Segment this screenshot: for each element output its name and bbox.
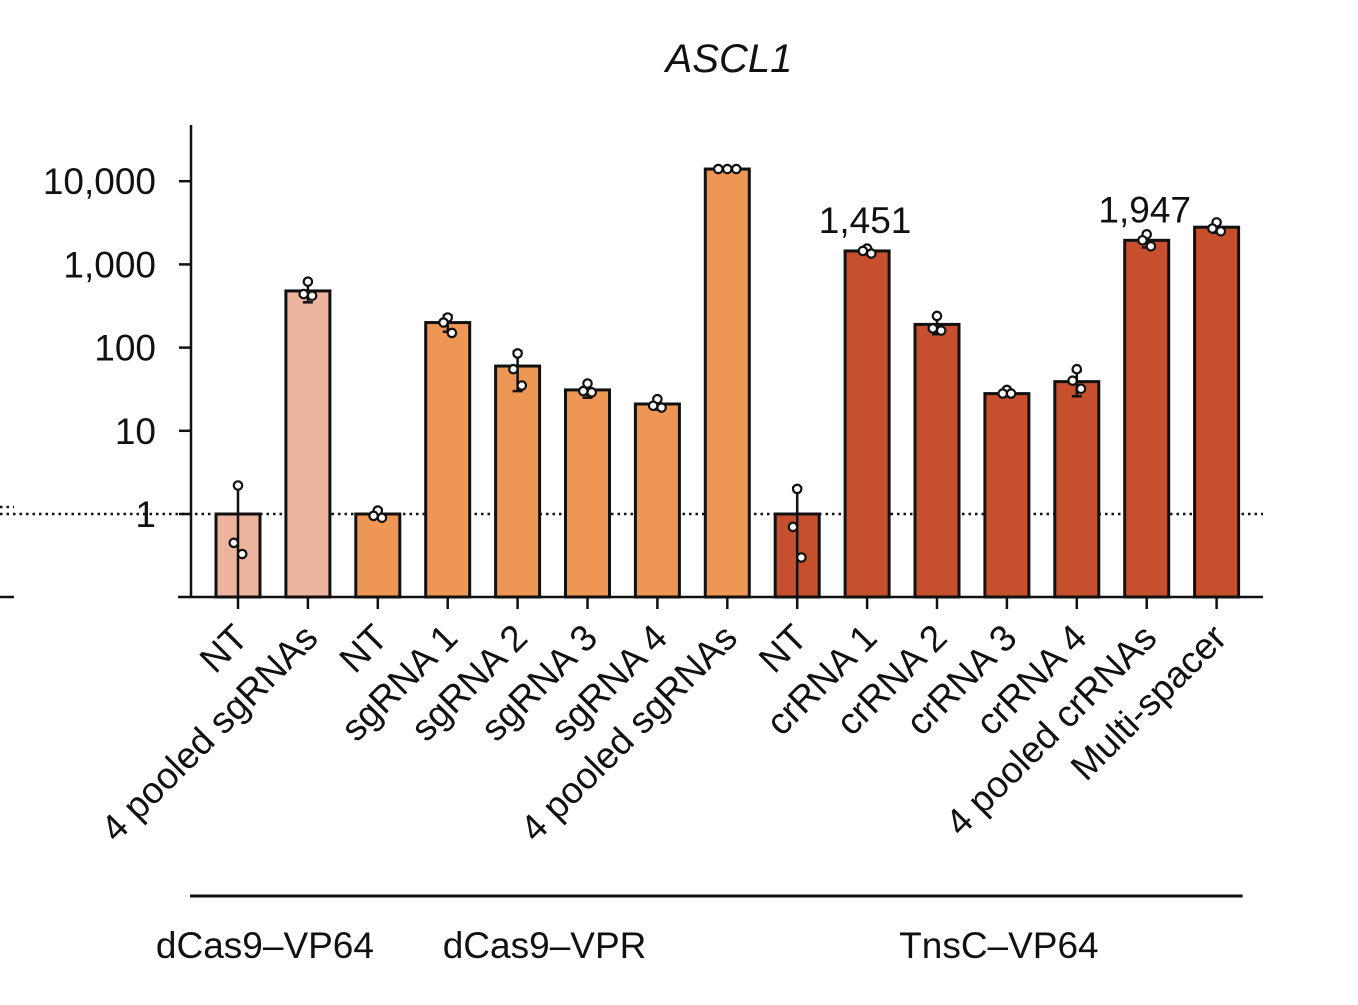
replicate-point-3-1 xyxy=(438,317,449,328)
replicate-point-8-2 xyxy=(796,552,807,563)
replicate-point-14-1 xyxy=(1207,223,1218,234)
y-tick-label-1: 10 xyxy=(115,411,156,452)
bar-11 xyxy=(983,392,1031,599)
replicate-point-8-0 xyxy=(791,483,803,495)
replicate-point-5-2 xyxy=(586,387,597,398)
bar-14 xyxy=(1193,225,1241,599)
group-label-1: dCas9–VPR xyxy=(443,925,647,966)
replicate-point-13-2 xyxy=(1145,241,1157,252)
replicate-point-6-2 xyxy=(656,402,667,413)
replicate-point-7-1 xyxy=(721,163,733,175)
replicate-point-9-1 xyxy=(857,245,869,257)
replicate-point-2-2 xyxy=(376,512,388,524)
replicate-point-10-1 xyxy=(927,323,939,334)
group-label-0: dCas9–VP64 xyxy=(156,925,374,966)
replicate-point-1-1 xyxy=(298,288,309,300)
replicate-point-8-1 xyxy=(787,521,799,533)
bar-4 xyxy=(494,364,542,599)
replicate-point-13-1 xyxy=(1137,234,1148,246)
replicate-point-6-1 xyxy=(647,400,659,412)
replicate-point-10-2 xyxy=(935,325,947,336)
bar-2 xyxy=(354,512,402,599)
bar-7 xyxy=(703,167,751,599)
replicate-point-0-2 xyxy=(236,548,248,560)
y-tick-label-4: 10,000 xyxy=(43,161,156,202)
replicate-point-2-1 xyxy=(368,510,379,522)
replicate-point-4-2 xyxy=(516,380,528,391)
bar-9 xyxy=(843,249,891,599)
value-annotation-0: 1,451 xyxy=(819,200,912,241)
bar-13 xyxy=(1123,238,1171,599)
chart-title: ASCL1 xyxy=(664,37,793,81)
bar-1 xyxy=(284,289,332,599)
replicate-point-7-0 xyxy=(712,163,724,175)
replicate-point-12-1 xyxy=(1067,375,1078,387)
replicate-point-12-2 xyxy=(1075,383,1087,395)
replicate-point-1-2 xyxy=(306,290,318,302)
replicate-point-14-2 xyxy=(1215,225,1227,237)
y-tick-label-2: 100 xyxy=(94,328,156,369)
replicate-point-3-2 xyxy=(446,327,458,339)
replicate-point-11-2 xyxy=(1005,388,1017,399)
replicate-point-1-0 xyxy=(302,276,314,287)
replicate-point-12-0 xyxy=(1071,363,1083,375)
value-annotation-1: 1,947 xyxy=(1098,189,1191,230)
replicate-point-0-1 xyxy=(228,537,240,549)
y-tick-label-0: 1 xyxy=(135,494,156,535)
replicate-point-7-2 xyxy=(730,163,742,175)
bar-3 xyxy=(424,321,472,599)
bar-12 xyxy=(1053,380,1101,599)
replicate-point-9-2 xyxy=(865,248,877,259)
group-label-2: TnsC–VP64 xyxy=(899,925,1099,966)
replicate-point-5-1 xyxy=(577,385,589,397)
bar-10 xyxy=(913,322,961,599)
replicate-point-5-0 xyxy=(582,378,593,389)
replicate-point-11-1 xyxy=(997,388,1008,399)
replicate-point-4-0 xyxy=(512,348,523,359)
bar-5 xyxy=(564,388,611,599)
replicate-point-0-0 xyxy=(232,480,244,491)
replicate-point-4-1 xyxy=(508,363,519,375)
y-tick-label-3: 1,000 xyxy=(63,244,156,285)
bar-6 xyxy=(633,402,681,599)
replicate-point-10-0 xyxy=(931,310,943,322)
